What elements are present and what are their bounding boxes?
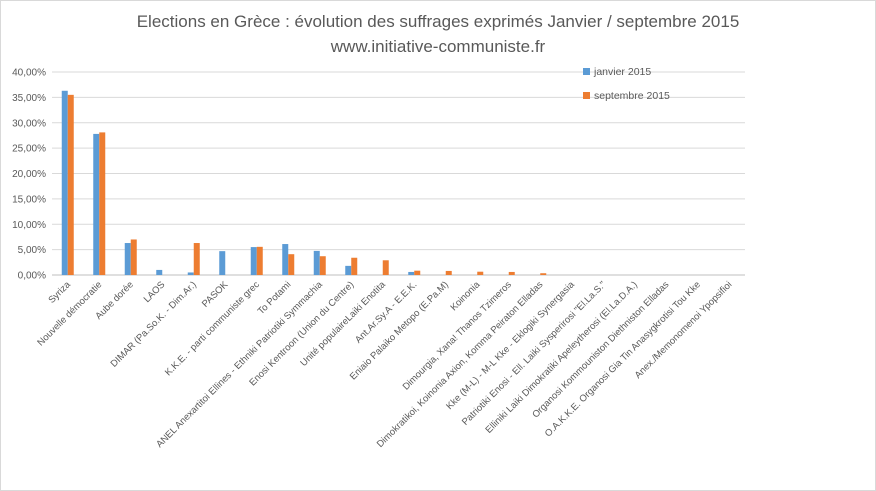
bar-septembre	[351, 257, 358, 275]
legend-label: janvier 2015	[593, 66, 651, 78]
bar-septembre	[508, 271, 515, 275]
bar-septembre	[477, 271, 484, 275]
y-tick-label: 35,00%	[12, 93, 46, 104]
y-tick-label: 10,00%	[12, 220, 46, 231]
bar-septembre	[445, 270, 452, 275]
x-category-label: LAOS	[142, 279, 168, 305]
bar-janvier	[219, 251, 226, 275]
x-category-label: Syriza	[46, 279, 73, 306]
legend-label: septembre 2015	[594, 90, 670, 102]
bar-septembre	[67, 94, 74, 276]
legend-swatch	[583, 68, 590, 75]
y-tick-label: 20,00%	[12, 169, 46, 180]
bar-janvier	[250, 247, 257, 275]
bar-septembre	[288, 254, 295, 275]
bar-septembre	[540, 273, 547, 275]
bar-janvier	[408, 271, 415, 275]
bar-janvier	[61, 90, 68, 275]
y-tick-label: 5,00%	[18, 245, 46, 256]
bar-septembre	[414, 270, 421, 275]
x-category-label: Patriotiki Enosi - Ell. Laiki Sysperiros…	[460, 279, 608, 427]
chart-subtitle: www.initiative-communiste.fr	[330, 37, 546, 56]
bar-janvier	[187, 272, 194, 275]
bar-janvier	[345, 265, 352, 275]
bar-septembre	[193, 243, 200, 275]
bar-septembre	[319, 256, 326, 275]
y-tick-label: 15,00%	[12, 194, 46, 205]
y-tick-label: 25,00%	[12, 144, 46, 155]
bar-septembre	[130, 239, 137, 275]
y-tick-label: 30,00%	[12, 118, 46, 129]
bar-septembre	[256, 246, 263, 275]
bar-janvier	[124, 243, 131, 275]
bar-septembre	[99, 132, 106, 275]
bar-janvier	[313, 250, 320, 275]
chart-title: Elections en Grèce : évolution des suffr…	[136, 12, 740, 31]
bar-janvier	[282, 244, 289, 275]
bar-janvier	[93, 133, 100, 275]
x-category-label: PASOK	[200, 279, 231, 310]
y-tick-label: 0,00%	[18, 271, 46, 282]
bar-septembre	[382, 260, 389, 275]
legend-swatch	[583, 92, 590, 99]
y-tick-label: 40,00%	[12, 68, 46, 79]
bar-janvier	[156, 269, 163, 275]
